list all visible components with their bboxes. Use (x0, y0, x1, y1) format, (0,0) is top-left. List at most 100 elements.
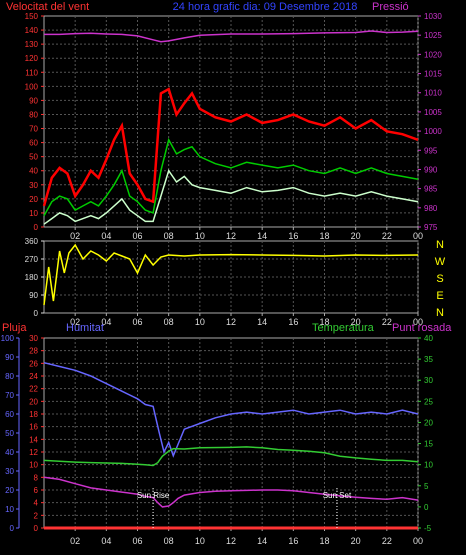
humidity-tick-label: 80 (5, 372, 14, 381)
x-tick-label: 12 (226, 231, 236, 241)
right-tick-label: 1015 (424, 70, 442, 79)
x-tick-label: 02 (70, 317, 80, 327)
sunrise-label: Sun Rise (137, 491, 170, 500)
humidity-line (43, 361, 419, 458)
rain-tick-label: 6 (34, 486, 39, 495)
x-tick-label: 06 (132, 317, 142, 327)
x-tick-label: 14 (257, 536, 267, 546)
x-tick-label: 00 (413, 317, 423, 327)
temperature-axis-title: Temperatura (312, 322, 375, 334)
left-tick-label: 80 (29, 110, 38, 119)
humidity-tick-label: 0 (10, 524, 15, 533)
rain-axis-title: Pluja (2, 322, 27, 334)
direction-letter: W (435, 256, 446, 268)
x-tick-label: 10 (195, 317, 205, 327)
rain-tick-label: 8 (34, 473, 39, 482)
direction-panel-grid (44, 241, 419, 313)
temp-panel-ticks: 0246810121416182022242628300102030405060… (1, 334, 434, 546)
direction-line (43, 243, 419, 306)
x-tick-label: 10 (195, 536, 205, 546)
left-tick-label: 150 (25, 12, 39, 21)
rain-tick-label: 20 (29, 397, 38, 406)
right-tick-label: 1025 (424, 31, 442, 40)
left-tick-label: 140 (25, 26, 39, 35)
wind-panel-series (42, 30, 419, 225)
x-tick-label: 08 (164, 231, 174, 241)
dewpoint-axis-title: Punt rosada (392, 322, 452, 334)
humidity-tick-label: 70 (5, 391, 14, 400)
direction-tick-label: 180 (25, 273, 39, 282)
rain-tick-label: 12 (29, 448, 38, 457)
left-tick-label: 60 (29, 139, 38, 148)
left-tick-label: 130 (25, 40, 39, 49)
humidity-tick-label: 10 (5, 505, 14, 514)
right-tick-label: 1020 (424, 50, 442, 59)
x-tick-label: 00 (413, 231, 423, 241)
wind-speed-axis-title: Velocitat del vent (6, 1, 89, 13)
x-tick-label: 22 (382, 536, 392, 546)
left-tick-label: 40 (29, 167, 38, 176)
x-tick-label: 20 (351, 317, 361, 327)
sunset-label: Sun Set (323, 491, 352, 500)
humidity-tick-label: 50 (5, 429, 14, 438)
humidity-tick-label: 20 (5, 486, 14, 495)
temperature-tick-label: 20 (424, 418, 433, 427)
chart-title: 24 hora grafic dia: 09 Desembre 2018 (173, 1, 358, 13)
direction-letter: N (436, 307, 444, 319)
direction-letter: N (436, 239, 444, 251)
x-tick-label: 18 (319, 231, 329, 241)
x-tick-label: 08 (164, 317, 174, 327)
x-tick-label: 10 (195, 231, 205, 241)
rain-tick-label: 26 (29, 359, 38, 368)
right-tick-label: 1005 (424, 108, 442, 117)
direction-panel-series (43, 243, 419, 306)
rain-tick-label: 24 (29, 372, 38, 381)
x-tick-label: 04 (101, 536, 111, 546)
x-tick-label: 08 (164, 536, 174, 546)
gust-line (42, 87, 419, 207)
rain-tick-label: 16 (29, 423, 38, 432)
x-tick-label: 02 (70, 231, 80, 241)
direction-letter: S (436, 273, 443, 285)
temp-panel-grid (44, 338, 419, 528)
direction-tick-label: 90 (29, 291, 38, 300)
temperature-tick-label: -5 (424, 524, 432, 533)
direction-tick-label: 0 (34, 309, 39, 318)
humidity-tick-label: 60 (5, 410, 14, 419)
left-tick-label: 20 (29, 195, 38, 204)
x-tick-label: 06 (132, 536, 142, 546)
rain-tick-label: 10 (29, 461, 38, 470)
x-tick-label: 04 (101, 231, 111, 241)
left-tick-label: 50 (29, 153, 38, 162)
x-tick-label: 02 (70, 536, 80, 546)
x-tick-label: 20 (351, 231, 361, 241)
wind-panel-ticks: 0102030405060708090100110120130140150975… (25, 12, 443, 241)
left-tick-label: 120 (25, 54, 39, 63)
x-tick-label: 20 (351, 536, 361, 546)
pressure-line (44, 30, 419, 43)
x-tick-label: 18 (319, 317, 329, 327)
min-wind-line (43, 168, 419, 225)
x-tick-label: 06 (132, 231, 142, 241)
direction-tick-label: 360 (25, 237, 39, 246)
humidity-tick-label: 100 (1, 334, 15, 343)
left-tick-label: 90 (29, 96, 38, 105)
x-tick-label: 00 (413, 536, 423, 546)
x-tick-label: 14 (257, 317, 267, 327)
sun-annotations: Sun Rise Sun Set (137, 488, 352, 528)
rain-tick-label: 4 (34, 499, 39, 508)
left-tick-label: 110 (25, 68, 38, 77)
x-tick-label: 22 (382, 317, 392, 327)
rain-tick-label: 18 (29, 410, 38, 419)
right-tick-label: 995 (424, 146, 438, 155)
direction-letter: E (436, 290, 443, 302)
x-tick-label: 16 (288, 536, 298, 546)
rain-tick-label: 22 (29, 385, 38, 394)
direction-panel-ticks: 0 90 180 270 360 02 04 06 08 10 12 14 16 18 20 22 00 (25, 237, 423, 327)
temperature-tick-label: 30 (424, 376, 433, 385)
right-tick-label: 1010 (424, 89, 442, 98)
temp-panel-series (43, 361, 419, 530)
humidity-tick-label: 40 (5, 448, 14, 457)
